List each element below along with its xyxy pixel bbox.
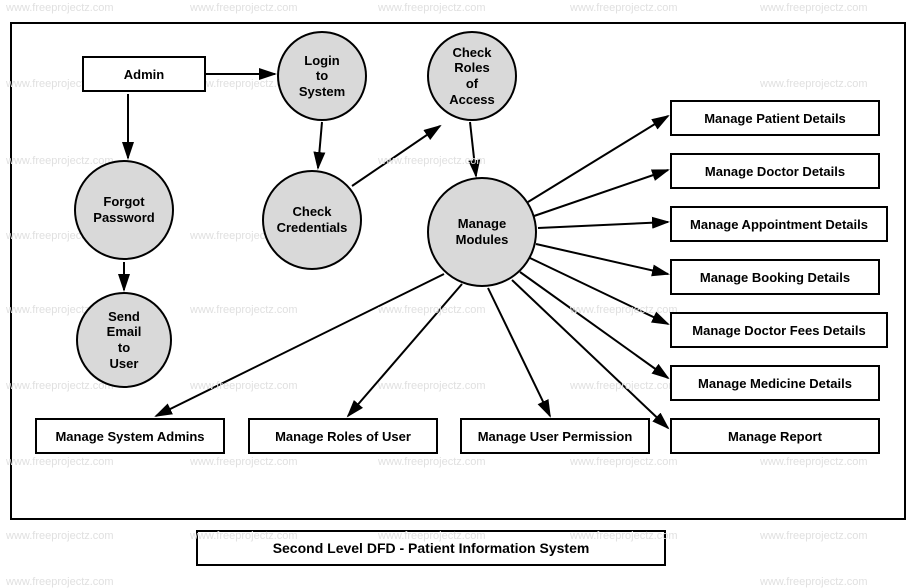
rect-mg_sysadmins: Manage System Admins	[35, 418, 225, 454]
circle-forgot: ForgotPassword	[74, 160, 174, 260]
watermark-text: www.freeprojectz.com	[760, 2, 868, 14]
rect-mg_doctor: Manage Doctor Details	[670, 153, 880, 189]
watermark-text: www.freeprojectz.com	[6, 530, 114, 542]
rect-mg_appt: Manage Appointment Details	[670, 206, 888, 242]
circle-sendemail: SendEmailtoUser	[76, 292, 172, 388]
circle-modules: ManageModules	[427, 177, 537, 287]
circle-checkcred: CheckCredentials	[262, 170, 362, 270]
watermark-text: www.freeprojectz.com	[760, 576, 868, 588]
rect-mg_fees: Manage Doctor Fees Details	[670, 312, 888, 348]
rect-admin: Admin	[82, 56, 206, 92]
rect-mg_medicine: Manage Medicine Details	[670, 365, 880, 401]
watermark-text: www.freeprojectz.com	[6, 2, 114, 14]
rect-mg_userperm: Manage User Permission	[460, 418, 650, 454]
diagram-title-text: Second Level DFD - Patient Information S…	[273, 540, 590, 556]
watermark-text: www.freeprojectz.com	[6, 576, 114, 588]
rect-mg_patient: Manage Patient Details	[670, 100, 880, 136]
rect-mg_report: Manage Report	[670, 418, 880, 454]
circle-checkroles: CheckRolesofAccess	[427, 31, 517, 121]
circle-login: LogintoSystem	[277, 31, 367, 121]
watermark-text: www.freeprojectz.com	[760, 530, 868, 542]
watermark-text: www.freeprojectz.com	[190, 2, 298, 14]
rect-mg_booking: Manage Booking Details	[670, 259, 880, 295]
rect-mg_roles: Manage Roles of User	[248, 418, 438, 454]
watermark-text: www.freeprojectz.com	[378, 2, 486, 14]
watermark-text: www.freeprojectz.com	[570, 2, 678, 14]
diagram-title: Second Level DFD - Patient Information S…	[196, 530, 666, 566]
